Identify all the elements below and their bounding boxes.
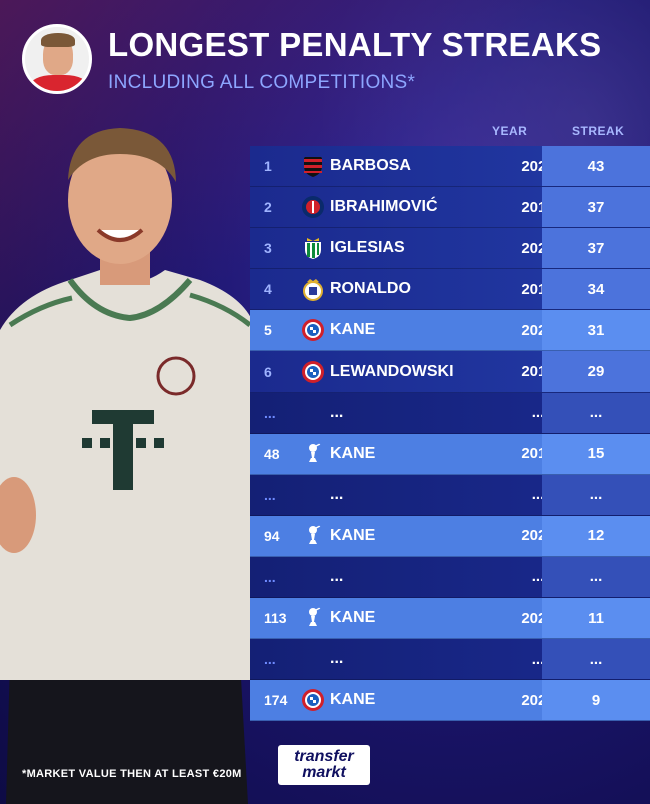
table-row: 48 KANE 2019 15 xyxy=(250,433,650,475)
flamengo-crest-icon xyxy=(298,151,328,181)
player-name-cell: KANE xyxy=(330,526,376,544)
rank-cell: 3 xyxy=(264,240,272,257)
column-header-year: YEAR xyxy=(492,124,528,138)
psg-crest-icon xyxy=(298,192,328,222)
page-subtitle: INCLUDING ALL COMPETITIONS* xyxy=(108,72,416,93)
rank-cell: ... xyxy=(264,486,276,503)
tottenham-crest-icon xyxy=(298,521,328,551)
table-row: ............ xyxy=(250,474,650,516)
rank-cell: 48 xyxy=(264,445,280,462)
rank-cell: 174 xyxy=(264,692,288,709)
real-madrid-crest-icon xyxy=(298,274,328,304)
streak-cell: 12 xyxy=(542,515,650,556)
player-name-cell: KANE xyxy=(330,609,376,627)
streak-cell: 37 xyxy=(542,187,650,228)
streak-cell: 9 xyxy=(542,680,650,721)
rank-cell: 4 xyxy=(264,281,272,298)
table-row: 4 RONALDO 2012 34 xyxy=(250,269,650,311)
table-row: ............ xyxy=(250,639,650,681)
rank-cell: 113 xyxy=(264,610,287,627)
empty-logo-cell xyxy=(298,398,328,428)
table-row: 6 LEWANDOWSKI 2018 29 xyxy=(250,351,650,393)
year-cell: ... xyxy=(531,404,545,422)
player-name-cell: LEWANDOWSKI xyxy=(330,362,454,380)
table-row: ............ xyxy=(250,392,650,434)
player-photo xyxy=(0,120,252,804)
player-name-cell: BARBOSA xyxy=(330,157,411,175)
rank-cell: ... xyxy=(264,404,276,421)
table-row: 1 BARBOSA 2023 43 xyxy=(250,146,650,188)
transfermarkt-logo: transfer markt xyxy=(278,745,370,785)
column-header-streak: STREAK xyxy=(572,124,625,138)
player-name-cell: ... xyxy=(330,403,344,421)
streak-cell: 11 xyxy=(542,598,650,639)
tottenham-crest-icon xyxy=(298,603,328,633)
player-name-cell: RONALDO xyxy=(330,280,411,298)
streak-cell: 43 xyxy=(542,146,650,187)
rank-cell: 2 xyxy=(264,199,272,216)
empty-logo-cell xyxy=(298,480,328,510)
player-name-cell: ... xyxy=(330,650,344,668)
streak-cell: ... xyxy=(542,639,650,680)
brand-line-1: transfer xyxy=(294,748,354,765)
footnote: *MARKET VALUE THEN AT LEAST €20M xyxy=(22,768,242,780)
real-betis-crest-icon xyxy=(298,233,328,263)
tottenham-crest-icon xyxy=(298,439,328,469)
streak-cell: ... xyxy=(542,474,650,515)
table-row: ............ xyxy=(250,556,650,599)
player-name-cell: ... xyxy=(330,485,344,503)
streak-cell: 31 xyxy=(542,310,650,351)
rank-cell: ... xyxy=(264,651,276,668)
empty-logo-cell xyxy=(298,644,328,674)
streak-cell: 34 xyxy=(542,269,650,310)
table-row: 5 KANE 2025 31 xyxy=(250,310,650,352)
year-cell: ... xyxy=(531,486,545,504)
bayern-crest-icon xyxy=(298,685,328,715)
rank-cell: ... xyxy=(264,568,276,585)
table-row: 2 IBRAHIMOVIĆ 2013 37 xyxy=(250,187,650,229)
player-avatar xyxy=(22,24,92,94)
streak-cell: 15 xyxy=(542,433,650,474)
player-name-cell: KANE xyxy=(330,444,376,462)
page-title: LONGEST PENALTY STREAKS xyxy=(108,26,602,63)
bayern-crest-icon xyxy=(298,315,328,345)
table-row: 174 KANE 2026 9 xyxy=(250,680,650,722)
empty-logo-cell xyxy=(298,562,328,592)
rank-cell: 94 xyxy=(264,527,280,544)
streak-cell: ... xyxy=(542,556,650,598)
bayern-crest-icon xyxy=(298,357,328,387)
player-name-cell: ... xyxy=(330,567,344,585)
rank-cell: 6 xyxy=(264,363,272,380)
player-name-cell: KANE xyxy=(330,321,376,339)
brand-line-2: markt xyxy=(302,764,346,781)
rank-cell: 5 xyxy=(264,322,272,339)
streak-cell: 37 xyxy=(542,228,650,269)
player-name-cell: IGLESIAS xyxy=(330,239,405,257)
table-row: 3 IGLESIAS 2023 37 xyxy=(250,228,650,270)
rank-cell: 1 xyxy=(264,158,272,175)
player-name-cell: KANE xyxy=(330,691,376,709)
table-row: 113 KANE 2022 11 xyxy=(250,598,650,640)
player-name-cell: IBRAHIMOVIĆ xyxy=(330,198,438,216)
streak-cell: ... xyxy=(542,392,650,433)
streak-table: 1 BARBOSA 2023 43 2 IBRAHIMOVIĆ 2013 37 3 IGLESIA… xyxy=(250,146,650,722)
table-row: 94 KANE 2021 12 xyxy=(250,515,650,557)
streak-cell: 29 xyxy=(542,351,650,392)
year-cell: ... xyxy=(531,568,545,586)
year-cell: ... xyxy=(531,650,545,668)
